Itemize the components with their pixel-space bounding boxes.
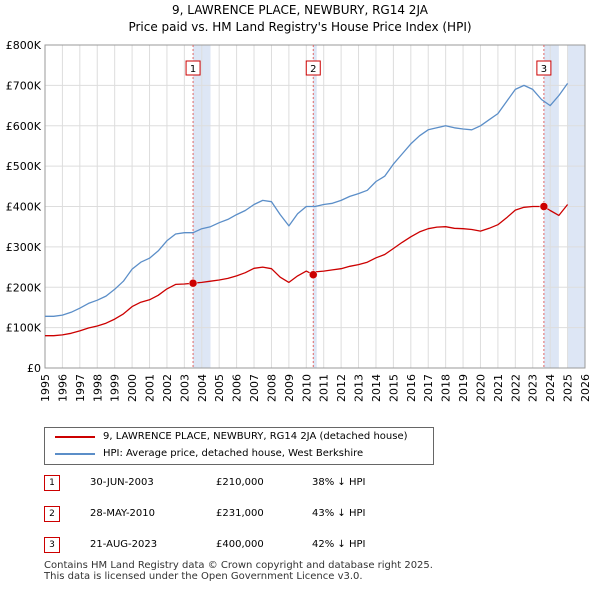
- x-tick-label: 2001: [144, 374, 157, 402]
- sale-point: [309, 270, 318, 279]
- y-tick-label: £400K: [6, 201, 42, 214]
- sale-label-text: 2: [310, 64, 316, 75]
- sale-point: [188, 278, 198, 288]
- x-tick-label: 2002: [161, 374, 174, 402]
- sale-row: 2 28-MAY-2010 £231,000 43% ↓ HPI: [44, 504, 464, 524]
- sale-label-box: [305, 60, 321, 76]
- x-tick-label: 2009: [283, 374, 296, 402]
- x-tick-label: 2023: [527, 374, 540, 402]
- x-tick-label: 2013: [353, 374, 366, 402]
- x-tick-label: 2026: [579, 374, 592, 402]
- x-tick-label: 2006: [231, 374, 244, 402]
- y-tick-label: £300K: [6, 241, 42, 254]
- sale-hpi-diff: 42% ↓ HPI: [312, 539, 366, 550]
- x-tick-label: 2020: [474, 374, 487, 402]
- chart-title: 9, LAWRENCE PLACE, NEWBURY, RG14 2JA: [172, 3, 428, 17]
- sale-price: £210,000: [216, 477, 264, 488]
- x-tick-label: 2005: [213, 374, 226, 402]
- x-tick-label: 1996: [56, 374, 69, 402]
- sale-price: £231,000: [216, 508, 264, 519]
- sale-date: 28-MAY-2010: [90, 508, 156, 519]
- x-tick-label: 2012: [335, 374, 348, 402]
- sale-price: £400,000: [216, 539, 264, 550]
- y-tick-label: £200K: [6, 281, 42, 294]
- x-tick-label: 2024: [544, 374, 557, 402]
- sale-label-box: [185, 60, 201, 76]
- sale-row: 1 30-JUN-2003 £210,000 38% ↓ HPI: [44, 473, 464, 493]
- sale-point: [539, 202, 549, 211]
- x-tick-label: 2008: [265, 374, 278, 402]
- x-tick-label: 2007: [248, 374, 261, 402]
- x-tick-label: 2017: [422, 374, 435, 402]
- chart-subtitle: Price paid vs. HM Land Registry's House …: [128, 20, 472, 34]
- x-tick-label: 2010: [300, 374, 313, 402]
- y-tick-label: £800K: [6, 39, 42, 52]
- legend-swatch-blue: [55, 453, 95, 455]
- sale-hpi-diff: 38% ↓ HPI: [312, 477, 366, 488]
- sale-label-text: 1: [190, 64, 196, 75]
- chart-legend: 9, LAWRENCE PLACE, NEWBURY, RG14 2JA (de…: [44, 427, 434, 465]
- price-chart: £0 £100K £200K £300K £400K £500K £600K £700K £80…: [6, 39, 592, 402]
- sale-date: 21-AUG-2023: [90, 539, 158, 550]
- x-tick-label: 2019: [457, 374, 470, 402]
- y-tick-label: £100K: [6, 322, 42, 335]
- y-tick-label: £600K: [6, 120, 42, 133]
- y-tick-label: £700K: [6, 79, 42, 92]
- footer-copyright: Contains HM Land Registry data © Crown c…: [44, 560, 433, 571]
- x-tick-label: 2022: [509, 374, 522, 402]
- x-tick-label: 2018: [440, 374, 453, 402]
- sale-hpi-diff: 43% ↓ HPI: [312, 508, 366, 519]
- legend-label-hpi: HPI: Average price, detached house, West…: [103, 448, 364, 459]
- x-tick-label: 1997: [74, 374, 87, 402]
- sale-number-badge: 2: [44, 506, 60, 522]
- legend-label-property: 9, LAWRENCE PLACE, NEWBURY, RG14 2JA (de…: [103, 431, 408, 442]
- x-tick-label: 1998: [91, 374, 104, 402]
- sale-number-badge: 1: [44, 475, 60, 491]
- x-tick-label: 1999: [109, 374, 122, 402]
- footer: Contains HM Land Registry data © Crown c…: [44, 560, 433, 582]
- y-tick-label: £500K: [6, 160, 42, 173]
- sale-label-box: [536, 60, 552, 76]
- x-tick-label: 2025: [562, 374, 575, 402]
- y-tick-label: £0: [27, 362, 41, 375]
- sale-number-badge: 3: [44, 537, 60, 553]
- sale-row: 3 21-AUG-2023 £400,000 42% ↓ HPI: [44, 535, 464, 555]
- x-tick-label: 2003: [178, 374, 191, 402]
- x-tick-label: 2016: [405, 374, 418, 402]
- x-tick-label: 1995: [39, 374, 52, 402]
- x-tick-label: 2014: [370, 374, 383, 402]
- legend-swatch-red: [55, 436, 95, 438]
- sale-label-text: 3: [541, 64, 547, 75]
- plot-border: [44, 44, 586, 369]
- x-tick-label: 2011: [318, 374, 331, 402]
- x-tick-label: 2004: [196, 374, 209, 402]
- x-tick-label: 2015: [387, 374, 400, 402]
- x-tick-label: 2000: [126, 374, 139, 402]
- hpi-series-line: [45, 83, 569, 317]
- x-tick-label: 2021: [492, 374, 505, 402]
- sale-date: 30-JUN-2003: [90, 477, 154, 488]
- footer-licence: This data is licensed under the Open Gov…: [44, 571, 363, 582]
